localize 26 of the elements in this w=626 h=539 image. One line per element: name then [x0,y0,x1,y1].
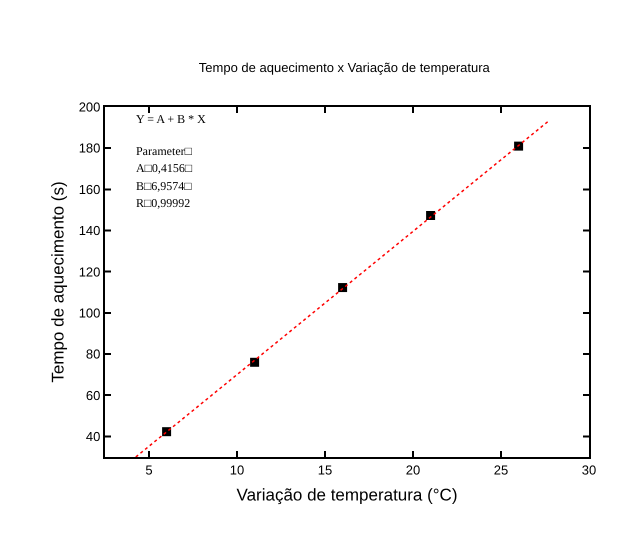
y-tick-label: 200 [78,100,100,115]
point [338,283,348,292]
y-tick-label: 140 [78,223,100,238]
x-tick-label: 5 [145,462,153,478]
y-tick-label: 100 [78,305,100,320]
point [250,358,260,367]
y-tick-label: 160 [78,182,100,197]
x-tick-label: 10 [230,462,244,478]
x-tick-label: 30 [582,462,596,478]
annotation: B□6,9574□ [136,179,192,193]
annotation: A□0,4156□ [136,161,193,175]
annotation: Y = A + B * X [136,112,206,126]
x-tick-label: 15 [318,462,332,478]
annotation: Parameter□ [136,144,193,158]
chart-title: Tempo de aquecimento x Variação de temperatura [198,60,491,75]
y-axis-title: Tempo de aquecimento (s) [48,181,68,383]
y-tick-label: 180 [78,140,100,156]
annotation: R□0,99992 [136,196,190,210]
x-axis-title: Variação de temperatura (°C) [236,486,458,504]
y-tick-label: 60 [86,388,100,403]
y-tick-label: 80 [86,346,100,362]
point [426,211,436,220]
y-tick-label: 120 [78,264,100,280]
x-tick-label: 20 [406,462,420,478]
y-tick-label: 40 [86,428,100,444]
x-tick-label: 25 [494,462,508,478]
